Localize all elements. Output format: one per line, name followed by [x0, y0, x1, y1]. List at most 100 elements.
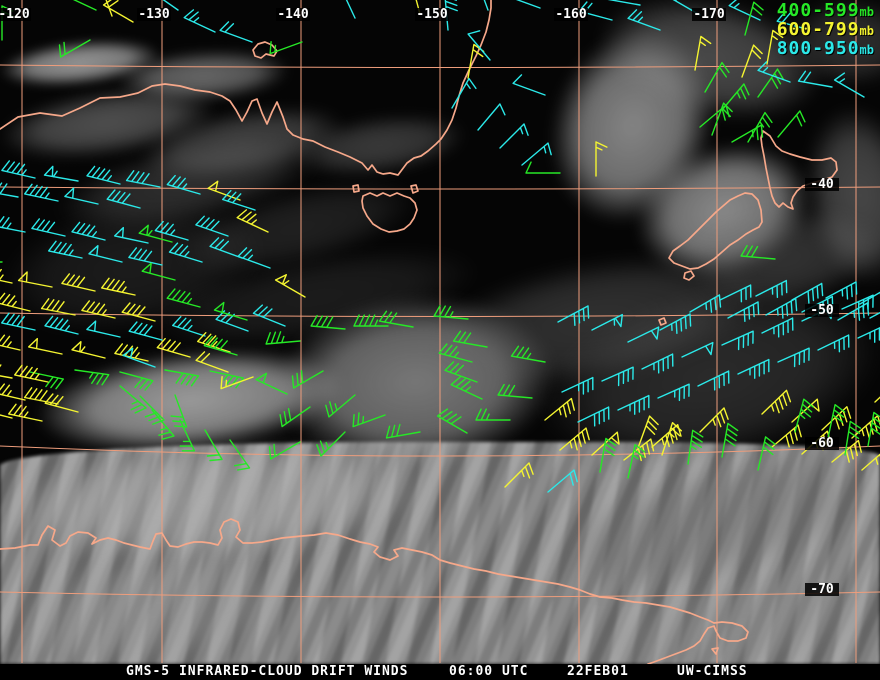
wind-barb — [0, 182, 19, 198]
wind-barb — [128, 247, 163, 266]
wind-barb — [728, 0, 761, 21]
wind-barb — [452, 330, 488, 348]
wind-barb — [659, 313, 692, 334]
wind-barb — [777, 110, 806, 138]
wind-barb — [467, 30, 491, 61]
wind-barb — [0, 292, 31, 312]
wind-barb — [741, 44, 763, 78]
wind-barb — [817, 334, 850, 353]
wind-barb — [105, 0, 113, 17]
wind-barb — [0, 414, 13, 419]
wind-barb — [438, 343, 473, 363]
legend-item: 400-599mb — [777, 2, 874, 21]
wind-barb — [711, 102, 733, 136]
wind-barb — [172, 316, 206, 337]
legend-item: 600-799mb — [777, 21, 874, 40]
wind-barb — [721, 422, 739, 458]
wind-barb — [316, 431, 346, 457]
wind-barb — [204, 429, 223, 462]
status-bar: GMS-5 INFRARED-CLOUD DRIFT WINDS 06:00 UT… — [0, 664, 880, 680]
wind-barb — [183, 9, 216, 33]
wind-barb — [833, 72, 865, 98]
coastline-tasmania — [361, 192, 418, 233]
wind-barb — [0, 216, 26, 233]
status-time: 06:00 UTC — [449, 664, 529, 679]
longitude-label: -160 — [554, 7, 588, 22]
wind-barb — [1, 160, 36, 179]
wind-barb — [791, 398, 820, 423]
wind-barb — [499, 123, 529, 149]
wind-barb — [627, 444, 646, 479]
wind-barb — [154, 220, 189, 241]
wind-barb — [215, 310, 249, 332]
legend-unit: mb — [859, 5, 874, 19]
wind-barb — [237, 247, 271, 269]
wind-barb — [561, 376, 594, 395]
wind-barb — [627, 326, 660, 343]
wind-barb — [825, 281, 858, 300]
wind-barb — [88, 245, 123, 263]
wind-barb — [114, 226, 149, 244]
wind-barb — [525, 161, 561, 174]
wind-barb — [617, 394, 650, 415]
longitude-label: -170 — [692, 7, 726, 22]
wind-barb — [444, 361, 478, 383]
cloud-blob — [788, 0, 880, 85]
wind-barb — [197, 332, 231, 353]
wind-barb — [139, 395, 165, 425]
wind-barb — [721, 330, 754, 351]
wind-barb — [510, 345, 546, 363]
wind-barb — [755, 279, 788, 298]
longitude-label: -140 — [276, 7, 310, 22]
wind-barb — [268, 441, 301, 460]
wind-barb — [166, 288, 201, 308]
wind-barb — [44, 393, 79, 413]
coastline-nz-south-island — [668, 192, 763, 270]
coastline-king-island — [352, 184, 360, 193]
wind-barb — [704, 61, 730, 93]
wind-barb — [252, 304, 286, 327]
coastline-antarctica — [0, 518, 749, 664]
wind-barb — [557, 305, 590, 326]
wind-barb — [637, 415, 659, 449]
wind-barb — [521, 142, 552, 166]
wind-barb — [436, 408, 468, 434]
wind-barb — [23, 387, 59, 405]
wind-barb — [86, 320, 121, 338]
wind-barb — [0, 334, 21, 351]
wind-barb — [325, 394, 356, 418]
wind-barb — [28, 337, 63, 355]
wind-barb — [195, 215, 229, 237]
wind-barb — [641, 353, 674, 374]
wind-barb — [861, 453, 880, 471]
wind-barb — [195, 351, 229, 373]
wind-barb — [874, 396, 880, 403]
wind-barb — [279, 406, 311, 428]
wind-barb — [168, 242, 203, 263]
windbarb-layer — [0, 0, 880, 493]
wind-barb — [719, 284, 752, 303]
wind-barb — [265, 331, 301, 345]
legend-unit: mb — [859, 24, 874, 38]
wind-barb — [74, 369, 110, 386]
wind-barb — [40, 298, 76, 316]
wind-barb — [515, 0, 541, 9]
wind-barb — [450, 376, 483, 400]
wind-barb — [699, 407, 729, 433]
wind-barb — [119, 371, 154, 391]
legend-item: 800-950mb — [777, 40, 874, 59]
wind-barb — [29, 371, 64, 390]
pressure-level-legend: 400-599mb 600-799mb 800-950mb — [777, 2, 874, 59]
wind-barb — [128, 321, 163, 341]
longitude-label: -130 — [137, 7, 171, 22]
wind-barb — [86, 165, 121, 185]
wind-barb — [71, 341, 106, 359]
legend-range: 800-950 — [776, 38, 860, 59]
wind-barb — [776, 11, 811, 31]
wind-barb — [352, 412, 386, 428]
latitude-label: -60 — [805, 437, 839, 450]
wind-barb — [119, 385, 147, 414]
wind-barb — [385, 423, 421, 439]
wind-barb — [859, 291, 880, 305]
